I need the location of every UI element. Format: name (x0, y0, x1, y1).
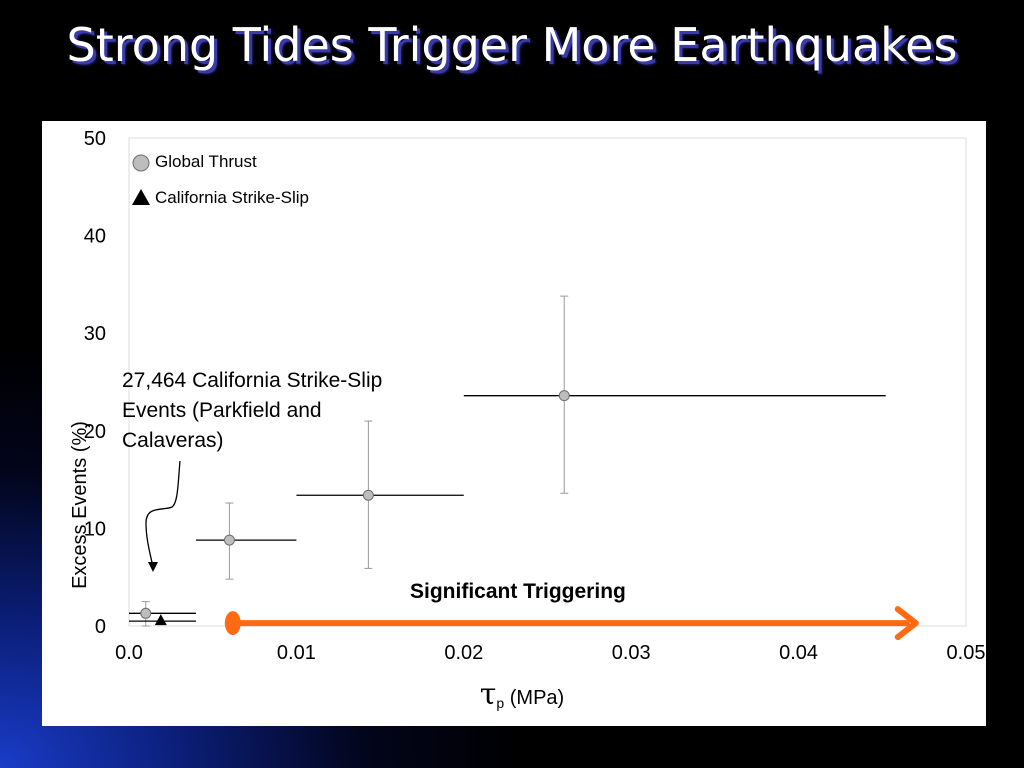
significant-triggering-arrow-tail (224, 611, 241, 636)
x-tick-label: 0.01 (277, 642, 316, 664)
strike-slip-annotation: 27,464 California Strike-Slip Events (Pa… (122, 369, 383, 452)
data-point-global-thrust (362, 489, 374, 501)
data-point-global-thrust (558, 390, 570, 402)
legend-label-global-thrust: Global Thrust (155, 152, 257, 171)
x-axis-label-subscript: p (496, 695, 505, 711)
data-point-california-strike-slip (154, 614, 167, 626)
y-tick-label: 30 (84, 323, 106, 345)
y-axis-label: Excess Events (%) (69, 421, 91, 589)
y-tick-label: 10 (84, 518, 106, 540)
annotation-pointer-head (148, 562, 158, 572)
y-tick-label: 50 (84, 128, 106, 150)
data-point-global-thrust (223, 534, 235, 546)
significant-triggering-label: Significant Triggering (410, 580, 626, 603)
y-tick-label: 0 (95, 616, 106, 638)
slide-title: Strong Tides Trigger More Earthquakes (66, 18, 958, 72)
chart-svg: 0 10 20 30 40 50 0.0 0.01 0.02 0.03 0.04 0.05 (84, 128, 986, 664)
data-point-global-thrust (140, 607, 152, 619)
legend-label-california-strike-slip: California Strike-Slip (155, 188, 309, 207)
chart-panel: 0 10 20 30 40 50 0.0 0.01 0.02 0.03 0.04 0.05 Globa… (42, 121, 986, 726)
x-tick-label: 0.03 (612, 642, 651, 664)
legend-marker-california-strike-slip (132, 189, 150, 205)
x-axis-label-unit: (MPa) (504, 687, 565, 709)
legend-marker-global-thrust (132, 154, 150, 172)
x-tick-label: 0.04 (779, 642, 818, 664)
x-axis-label-symbol: τ (479, 677, 497, 712)
x-tick-label: 0.0 (115, 642, 143, 664)
x-tick-label: 0.02 (444, 642, 483, 664)
y-tick-label: 40 (84, 226, 106, 248)
x-axis-label: τp (MPa) (392, 677, 652, 712)
y-tick-label: 20 (84, 421, 106, 443)
x-tick-label: 0.05 (947, 642, 986, 664)
significant-triggering-arrow-head (894, 606, 919, 641)
annotation-pointer-line (145, 460, 181, 568)
